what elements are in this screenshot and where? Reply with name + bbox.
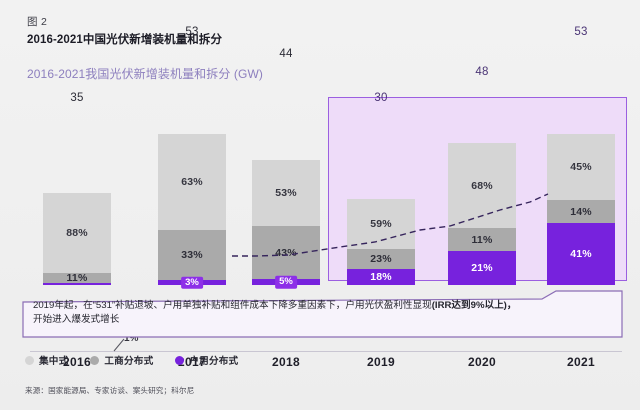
callout-line1-c: (IRR达到9%以上)， bbox=[431, 300, 517, 311]
stacked-bar-2019[interactable]: 59% 23% 18% bbox=[347, 199, 415, 285]
leader-line-2016-residential bbox=[113, 338, 125, 352]
bar-group-2018[interactable]: 44 53% 43% 5% bbox=[252, 48, 320, 289]
bar-total-2019: 30 bbox=[374, 92, 388, 104]
segment-2020-commercial[interactable]: 11% bbox=[448, 228, 516, 251]
source-note: 来源：国家能源局、专家访谈、案头研究；科尔尼 bbox=[25, 386, 195, 395]
legend-item-centralized[interactable]: 集中式 bbox=[25, 353, 68, 367]
segment-2018-residential[interactable]: 5% bbox=[252, 275, 320, 289]
chart-subtitle: 2016-2021我国光伏新增装机量和拆分 (GW) bbox=[27, 67, 263, 81]
chart-legend: 集中式 工商分布式 户用分布式 bbox=[25, 353, 238, 367]
segment-2018-commercial[interactable]: 43% bbox=[252, 226, 320, 279]
legend-item-residential[interactable]: 户用分布式 bbox=[175, 353, 238, 367]
segment-label-2019-centralized: 59% bbox=[370, 218, 392, 230]
segment-label-2021-centralized: 45% bbox=[570, 161, 592, 173]
segment-2017-commercial[interactable]: 33% bbox=[158, 230, 226, 280]
callout-line2: 开始进入爆发式增长 bbox=[33, 314, 120, 326]
x-axis-label-2019: 2019 bbox=[367, 355, 395, 369]
segment-label-2020-residential: 21% bbox=[471, 262, 493, 274]
segment-label-2018-commercial: 43% bbox=[275, 246, 297, 259]
bar-total-2016: 35 bbox=[70, 92, 84, 104]
bar-total-2020: 48 bbox=[475, 66, 489, 78]
legend-label-residential: 户用分布式 bbox=[189, 356, 239, 367]
segment-label-2016-centralized: 88% bbox=[66, 227, 88, 240]
segment-label-2018-centralized: 53% bbox=[275, 187, 297, 199]
segment-2018-centralized[interactable]: 53% bbox=[252, 160, 320, 226]
segment-label-2016-commercial: 11% bbox=[66, 272, 88, 285]
x-axis-label-2021: 2021 bbox=[567, 355, 595, 369]
segment-2019-commercial[interactable]: 23% bbox=[347, 249, 415, 269]
segment-label-2016-residential: 1% bbox=[124, 333, 139, 344]
callout-line1-a: 2019年起，在“531”补贴退坡、户用单独补贴和组件成本下降多 bbox=[33, 300, 298, 311]
bar-group-2017[interactable]: 53 63% 33% 3% bbox=[158, 26, 226, 289]
stacked-bar-2018[interactable]: 53% 43% 5% bbox=[252, 160, 320, 289]
bar-group-2016[interactable]: 35 88% 11% bbox=[43, 92, 111, 285]
bar-group-2020[interactable]: 48 68% 11% 21% bbox=[448, 66, 516, 285]
segment-label-2020-centralized: 68% bbox=[471, 179, 493, 192]
segment-label-2021-commercial: 14% bbox=[570, 205, 592, 218]
segment-2020-centralized[interactable]: 68% bbox=[448, 143, 516, 228]
callout-text: 2019年起，在“531”补贴退坡、户用单独补贴和组件成本下降多重因素下，户用光… bbox=[33, 299, 616, 328]
callout-line1-b: 重因素下，户用光伏盈利性显现 bbox=[297, 300, 432, 311]
bar-total-2017: 53 bbox=[185, 26, 199, 38]
page-title: 2016-2021中国光伏新增装机量和拆分 bbox=[27, 34, 223, 46]
segment-2021-commercial[interactable]: 14% bbox=[547, 200, 615, 223]
legend-label-centralized: 集中式 bbox=[39, 356, 69, 367]
segment-label-2019-commercial: 23% bbox=[370, 253, 392, 265]
legend-swatch-residential bbox=[175, 355, 185, 365]
segment-2020-residential[interactable]: 21% bbox=[448, 251, 516, 285]
callout-box: 2019年起，在“531”补贴退坡、户用单独补贴和组件成本下降多重因素下，户用光… bbox=[22, 290, 623, 338]
segment-label-2017-commercial: 33% bbox=[181, 249, 203, 261]
segment-2016-centralized[interactable]: 88% bbox=[43, 193, 111, 274]
segment-2017-centralized[interactable]: 63% bbox=[158, 134, 226, 230]
segment-2021-residential[interactable]: 41% bbox=[547, 223, 615, 285]
segment-label-2020-commercial: 11% bbox=[471, 233, 493, 246]
segment-2016-residential[interactable] bbox=[43, 283, 111, 285]
stacked-bar-2020[interactable]: 68% 11% 21% bbox=[448, 143, 516, 285]
segment-2019-residential[interactable]: 18% bbox=[347, 269, 415, 285]
axis-baseline bbox=[30, 351, 622, 352]
segment-label-2018-residential: 5% bbox=[275, 275, 297, 289]
segment-2019-centralized[interactable]: 59% bbox=[347, 199, 415, 249]
x-axis-label-2018: 2018 bbox=[272, 355, 300, 369]
stacked-bar-2016[interactable]: 88% 11% bbox=[43, 193, 111, 285]
callout-shape bbox=[22, 290, 623, 338]
bar-group-2019[interactable]: 30 59% 23% 18% bbox=[347, 92, 415, 285]
segment-2017-residential[interactable]: 3% bbox=[158, 276, 226, 289]
x-axis-label-2017: 2017 bbox=[178, 355, 206, 369]
segment-label-2021-residential: 41% bbox=[570, 248, 592, 260]
legend-label-commercial: 工商分布式 bbox=[104, 356, 154, 367]
segment-label-2019-residential: 18% bbox=[370, 271, 392, 283]
segment-2016-commercial[interactable]: 11% bbox=[43, 272, 111, 285]
x-axis-label-2016: 2016 bbox=[63, 355, 91, 369]
bar-total-2018: 44 bbox=[279, 48, 293, 60]
x-axis-label-2020: 2020 bbox=[468, 355, 496, 369]
bar-group-2021[interactable]: 53 45% 14% 41% bbox=[547, 26, 615, 285]
chart-plot-area: 35 88% 11% 2016 1% 53 63% bbox=[0, 26, 640, 369]
figure-label: 图 2 bbox=[27, 16, 48, 28]
legend-swatch-commercial bbox=[90, 355, 100, 365]
bar-total-2021: 53 bbox=[574, 26, 588, 38]
stacked-bar-2017[interactable]: 63% 33% 3% bbox=[158, 134, 226, 289]
stacked-bar-2021[interactable]: 45% 14% 41% bbox=[547, 134, 615, 285]
segment-label-2017-centralized: 63% bbox=[181, 176, 203, 188]
legend-item-commercial[interactable]: 工商分布式 bbox=[90, 353, 153, 367]
legend-swatch-centralized bbox=[25, 355, 34, 365]
segment-label-2017-residential: 3% bbox=[181, 276, 203, 289]
segment-2021-centralized[interactable]: 45% bbox=[547, 134, 615, 200]
